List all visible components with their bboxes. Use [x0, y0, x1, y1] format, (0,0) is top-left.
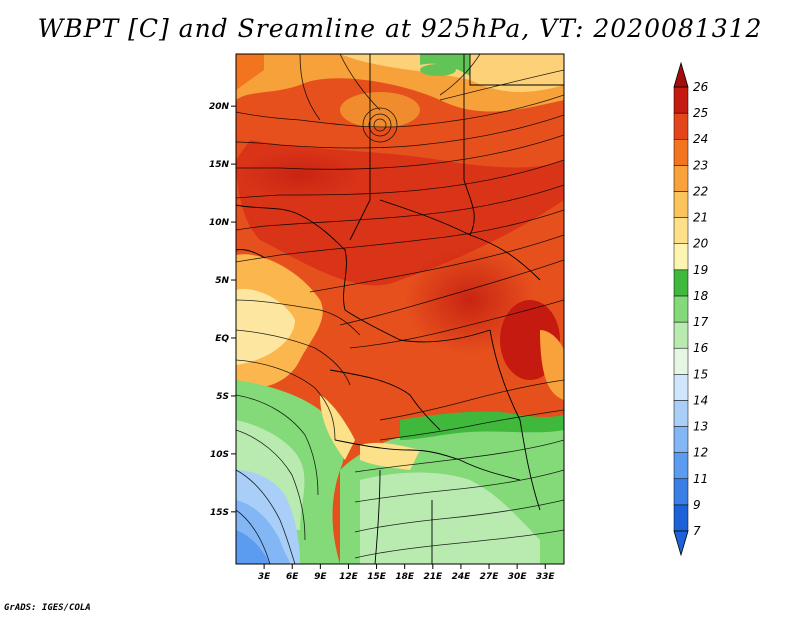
- colorbar-label: 19: [693, 263, 708, 277]
- lon-tick-label: 24E: [452, 572, 472, 582]
- colorbar-label: 26: [693, 80, 709, 94]
- colorbar-segment: [673, 374, 689, 401]
- colorbar-segment: [673, 504, 689, 532]
- colorbar-label: 7: [693, 524, 701, 538]
- chart-title: WBPT [C] and Sreamline at 925hPa, VT: 20…: [37, 14, 763, 43]
- colorbar-label: 18: [693, 289, 709, 303]
- colorbar-segment: [673, 321, 689, 349]
- colorbar-segment: [673, 478, 689, 506]
- longitude-axis: 3E 6E 9E 12E 15E 18E 21E 24E 27E 30E 33E: [258, 564, 556, 582]
- lon-tick-label: 6E: [286, 572, 299, 582]
- lat-tick-label: 5N: [215, 276, 229, 286]
- colorbar-label: 20: [693, 237, 709, 251]
- colorbar-segment: [673, 347, 689, 375]
- colorbar-label: 11: [693, 472, 708, 486]
- lon-tick-label: 21E: [423, 572, 443, 582]
- colorbar-segment: [673, 243, 689, 271]
- colorbar-segment: [673, 452, 689, 480]
- colorbar-segment: [673, 217, 689, 244]
- lon-tick-label: 33E: [536, 572, 556, 582]
- colorbar-label: 14: [693, 393, 708, 407]
- latitude-axis: 20N 15N 10N 5N EQ 5S 10S 15S: [209, 102, 236, 518]
- colorbar-segment: [673, 269, 689, 297]
- colorbar-segment: [673, 138, 689, 166]
- colorbar-label: 21: [693, 211, 708, 225]
- lat-tick-label: EQ: [215, 334, 229, 344]
- grads-credit: GrADS: IGES/COLA: [4, 603, 91, 613]
- colorbar-label: 13: [693, 420, 708, 434]
- colorbar-label: 17: [693, 315, 709, 329]
- colorbar-segment: [673, 295, 689, 323]
- lon-tick-label: 30E: [508, 572, 528, 582]
- lat-tick-label: 15N: [209, 160, 230, 170]
- lat-tick-label: 20N: [209, 102, 230, 112]
- lon-tick-label: 3E: [258, 572, 271, 582]
- colorbar-label: 23: [693, 158, 708, 172]
- lon-tick-label: 9E: [314, 572, 327, 582]
- colorbar-segment: [673, 400, 689, 427]
- colorbar-label: 16: [693, 341, 709, 355]
- wbpt-field: [236, 54, 564, 564]
- colorbar: 7 9 11 12 13 14 15 16 17 18 19 20 21 22 23 24 25 26: [673, 61, 709, 557]
- colorbar-segment: [673, 112, 689, 140]
- colorbar-label: 22: [693, 184, 708, 198]
- lon-tick-label: 27E: [480, 572, 500, 582]
- lat-tick-label: 5S: [216, 392, 229, 402]
- colorbar-label: 25: [693, 106, 708, 120]
- map-frame: [235, 53, 565, 565]
- lon-tick-label: 15E: [367, 572, 387, 582]
- colorbar-label: 12: [693, 446, 708, 460]
- colorbar-min-arrow: [673, 530, 689, 557]
- country-borders: [236, 54, 564, 564]
- colorbar-segment: [673, 191, 689, 218]
- colorbar-label: 24: [693, 132, 708, 146]
- colorbar-max-arrow: [673, 61, 689, 88]
- lon-tick-label: 18E: [395, 572, 415, 582]
- lat-tick-label: 10S: [210, 450, 229, 460]
- lat-tick-label: 15S: [210, 508, 229, 518]
- colorbar-segment: [673, 426, 689, 453]
- lon-tick-label: 12E: [339, 572, 359, 582]
- colorbar-segment: [673, 86, 689, 114]
- colorbar-label: 15: [693, 367, 708, 381]
- lat-tick-label: 10N: [209, 218, 230, 228]
- colorbar-label: 9: [693, 498, 701, 512]
- colorbar-segment: [673, 165, 689, 192]
